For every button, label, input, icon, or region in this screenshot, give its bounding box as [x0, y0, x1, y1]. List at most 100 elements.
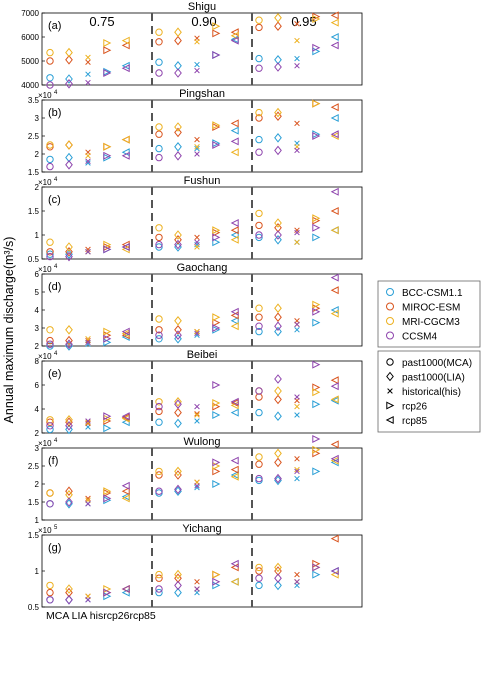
data-point: [46, 252, 54, 261]
data-point: [330, 130, 339, 139]
data-point: [194, 144, 200, 150]
y-tick-label: 4000: [21, 81, 39, 90]
data-point: [212, 29, 221, 38]
data-point: [155, 335, 163, 343]
data-point: [294, 394, 300, 400]
y-tick-label: 6000: [21, 33, 39, 42]
data-point: [274, 12, 282, 23]
legend-scenario-marker: [385, 415, 394, 425]
data-point: [230, 218, 239, 228]
data-point: [174, 587, 182, 598]
data-point: [155, 585, 163, 593]
data-point: [255, 148, 263, 156]
data-point: [312, 43, 321, 52]
data-point: [255, 64, 263, 72]
data-point: [46, 500, 54, 508]
data-point: [155, 315, 163, 323]
data-point: [194, 586, 200, 592]
axis-exponent: ×10 4: [38, 351, 58, 361]
data-point: [65, 159, 73, 170]
data-point: [255, 304, 263, 312]
data-point: [255, 114, 263, 122]
data-point: [330, 41, 339, 50]
data-point: [46, 250, 54, 258]
data-point: [274, 21, 282, 32]
panel-letter: (d): [48, 281, 61, 293]
data-point: [65, 324, 73, 335]
data-point: [330, 206, 339, 216]
data-point: [174, 68, 182, 78]
data-point: [85, 418, 91, 424]
data-point: [174, 234, 182, 245]
data-point: [212, 226, 221, 235]
data-point: [230, 322, 239, 331]
data-point: [230, 408, 239, 417]
data-point: [155, 58, 163, 66]
data-point: [85, 337, 91, 344]
axis-exponent-power: 4: [54, 438, 58, 444]
data-point: [174, 396, 182, 407]
data-point: [294, 466, 300, 473]
data-point: [255, 474, 263, 483]
data-point: [294, 579, 300, 585]
data-point: [274, 326, 282, 337]
data-point: [155, 487, 163, 495]
data-point: [46, 422, 54, 430]
data-point: [294, 37, 300, 44]
data-point: [65, 414, 73, 425]
panel-letter: (a): [48, 20, 61, 32]
panel-shigu: Shigu (a) 4000 5000 6000 7000 0.75 0.90 0.95: [21, 1, 363, 90]
legend-scenario-label: rcp26: [402, 402, 427, 413]
data-point: [212, 233, 221, 242]
legend-models: BCC-CSM1.1 MIROC-ESM MRI-CGCM3 CCSM4: [377, 280, 481, 348]
data-point: [121, 494, 130, 503]
y-tick-label: 4: [35, 306, 40, 315]
data-point: [65, 420, 73, 431]
x-tick-label: MCA LIA hisrcp26rcp85: [46, 610, 156, 622]
data-point: [46, 238, 54, 246]
data-point: [65, 246, 73, 257]
axes-box: [41, 273, 363, 347]
data-point: [174, 122, 182, 132]
data-point: [65, 341, 73, 351]
data-point: [255, 231, 263, 239]
y-tick-label: 2.5: [28, 132, 40, 141]
data-point: [103, 245, 112, 254]
axis-exponent-power: 4: [54, 177, 58, 183]
data-point: [330, 534, 339, 543]
data-point: [121, 151, 130, 160]
data-point: [174, 239, 182, 250]
data-point: [46, 74, 54, 82]
data-point: [194, 145, 200, 152]
data-point: [65, 497, 73, 507]
data-point: [65, 594, 73, 605]
data-point: [194, 244, 200, 250]
data-point: [155, 130, 163, 138]
y-tick-label: 1: [35, 516, 40, 525]
axis-exponent: ×10 4: [38, 177, 58, 187]
y-tick-label: 4: [35, 405, 40, 414]
data-point: [46, 489, 54, 497]
data-point: [103, 142, 112, 151]
legend-scenario-marker: [386, 401, 395, 410]
data-point: [65, 498, 73, 509]
panel-title: Pingshan: [179, 88, 225, 100]
data-point: [330, 395, 339, 404]
data-point: [103, 424, 112, 433]
data-point: [255, 581, 263, 590]
data-point: [194, 412, 200, 418]
data-point: [312, 570, 321, 579]
data-point: [294, 55, 300, 62]
data-point: [65, 486, 73, 497]
data-point: [312, 400, 321, 409]
data-point: [174, 466, 182, 477]
data-point: [294, 403, 300, 410]
data-point: [294, 227, 300, 233]
data-point: [194, 239, 200, 245]
data-point: [230, 472, 239, 481]
data-point: [312, 467, 321, 476]
data-point: [230, 119, 239, 128]
data-point: [212, 479, 221, 489]
data-point: [212, 410, 221, 420]
data-point: [294, 21, 300, 27]
